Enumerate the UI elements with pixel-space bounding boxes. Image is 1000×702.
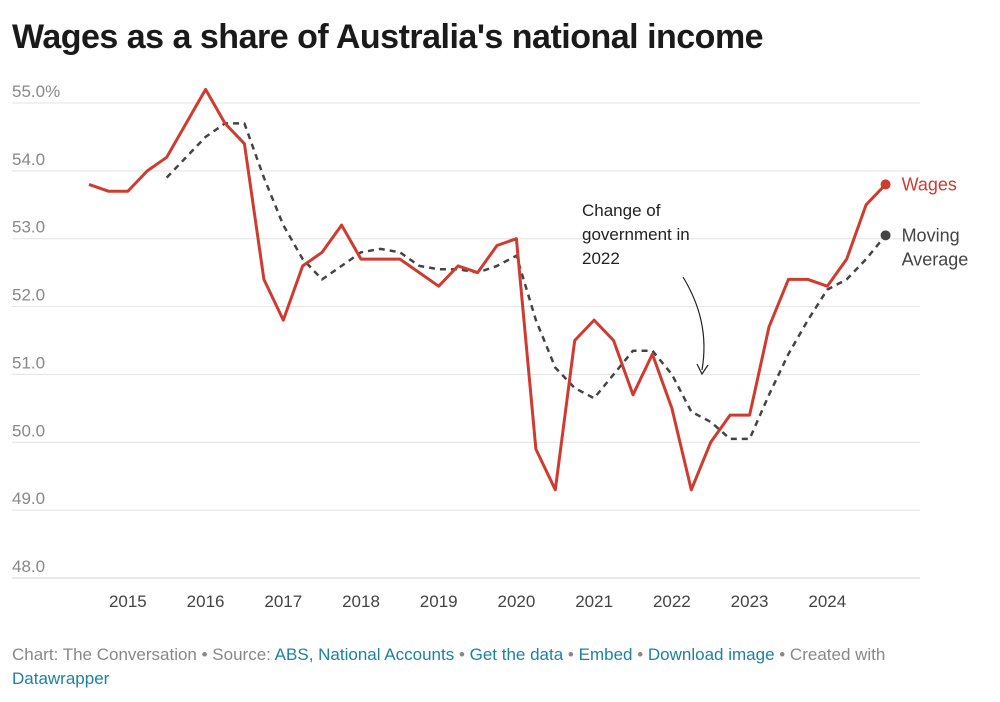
wages-line — [88, 87, 887, 492]
x-tick-label: 2018 — [342, 592, 380, 611]
y-tick-label: 50.0 — [12, 421, 45, 440]
moving-average-endpoint — [880, 230, 891, 241]
chart-title: Wages as a share of Australia's national… — [12, 18, 764, 56]
x-tick-label: 2017 — [264, 592, 302, 611]
annotation: Change of government in 2022 — [582, 201, 709, 376]
line-chart: 55.0%54.053.052.051.050.049.048.0 2015 20… — [12, 82, 969, 611]
annotation-line-3: 2022 — [582, 249, 620, 268]
footer: Chart: The Conversation • Source: ABS, N… — [12, 643, 972, 691]
series-lines — [88, 87, 887, 492]
series-label: Average — [902, 249, 969, 269]
wages-endpoint — [880, 179, 891, 190]
annotation-line-1: Change of — [582, 201, 661, 220]
annotation-arrowhead — [696, 363, 709, 376]
series-label: Moving — [902, 225, 960, 245]
x-tick-label: 2024 — [808, 592, 846, 611]
y-tick-label: 52.0 — [12, 286, 45, 305]
x-tick-label: 2022 — [653, 592, 691, 611]
y-tick-label: 48.0 — [12, 557, 45, 576]
x-tick-label: 2019 — [420, 592, 458, 611]
footer-credit: Chart: The Conversation • Source: — [12, 645, 275, 664]
footer-separator: • — [563, 645, 579, 664]
y-tick-label: 49.0 — [12, 489, 45, 508]
x-tick-label: 2021 — [575, 592, 613, 611]
x-tick-label: 2016 — [187, 592, 225, 611]
y-tick-label: 54.0 — [12, 150, 45, 169]
x-tick-label: 2023 — [731, 592, 769, 611]
source-link[interactable]: ABS, National Accounts — [274, 645, 455, 664]
annotation-line-2: government in — [582, 225, 690, 244]
y-tick-label: 51.0 — [12, 353, 45, 372]
footer-separator: • — [632, 645, 648, 664]
footer-created-with: • Created with — [774, 645, 886, 664]
download-image-link[interactable]: Download image — [647, 645, 775, 664]
series-end-labels: Wages Moving Average — [880, 174, 969, 269]
moving-average-line — [165, 122, 887, 441]
x-tick-label: 2015 — [109, 592, 147, 611]
annotation-arrow — [682, 276, 705, 371]
x-axis-labels: 2015 2016 2017 2018 2019 2020 2021 2022 2023 2024 — [109, 592, 846, 611]
get-data-link[interactable]: Get the data — [469, 645, 564, 664]
series-label: Wages — [902, 174, 957, 194]
y-tick-label: 55.0% — [12, 82, 60, 101]
gridlines — [12, 102, 920, 579]
footer-separator: • — [454, 645, 470, 664]
y-axis-labels: 55.0% 54.0 53.0 52.0 51.0 50.0 49.0 48.0 — [12, 82, 60, 576]
datawrapper-link[interactable]: Datawrapper — [12, 669, 110, 688]
embed-link[interactable]: Embed — [578, 645, 633, 664]
y-tick-label: 53.0 — [12, 218, 45, 237]
x-tick-label: 2020 — [498, 592, 536, 611]
